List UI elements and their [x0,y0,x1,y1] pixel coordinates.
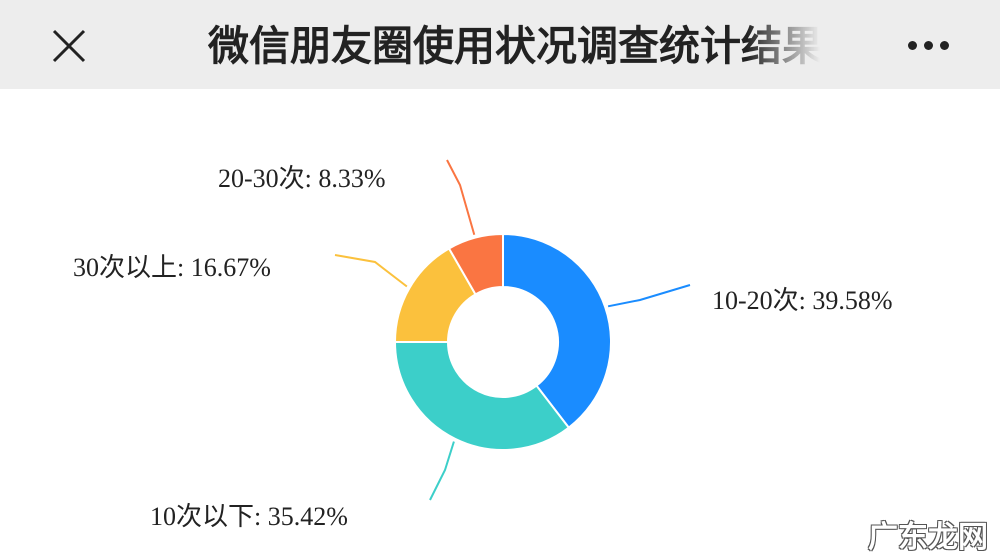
slice-label-under-10: 10次以下: 35.42% [150,502,348,531]
slice-20-30 [447,232,504,296]
slice-10-20-leader-line [607,284,691,308]
more-icon[interactable] [908,38,958,52]
slice-label-over-30: 30次以上: 16.67% [73,253,271,282]
close-icon[interactable] [50,27,88,65]
slice-10-20 [502,232,612,430]
page-title: 微信朋友圈使用状况调查统计结果 [208,22,820,70]
slice-label-10-20: 10-20次: 39.58% [712,286,893,315]
slice-under-10 [393,341,571,451]
top-bar: 微信朋友圈使用状况调查统计结果 [0,0,1000,89]
watermark: 广东龙网 [868,520,988,555]
slice-under-10-leader-line [429,441,455,501]
slice-label-20-30: 20-30次: 8.33% [218,164,386,193]
slice-over-30-leader-line [334,254,408,288]
slice-20-30-leader-line [446,159,476,236]
